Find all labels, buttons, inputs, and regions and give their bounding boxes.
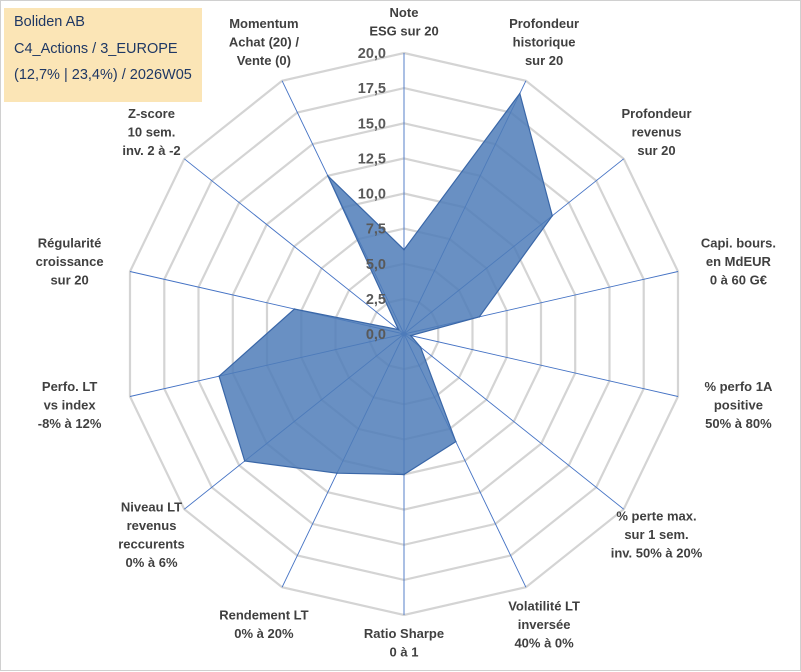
tick-label: 17,5	[358, 81, 386, 97]
axis-label-line: Rendement LT	[219, 608, 308, 623]
tick-label: 15,0	[358, 116, 386, 132]
axis-label-line: positive	[714, 398, 763, 413]
series-point	[419, 346, 422, 348]
tick-label: 20,0	[358, 46, 386, 62]
axis-label: Profondeur revenus sur 20	[621, 106, 691, 158]
axis-label-line: Achat (20) /	[229, 35, 299, 50]
series-point	[293, 308, 296, 310]
axis-label-line: 40% à 0%	[514, 635, 574, 650]
axis-label-line: Profondeur	[509, 16, 579, 31]
axis-label: Capi. bours. en MdEUR 0 à 60 G€	[701, 235, 776, 287]
axis-label-line: croissance	[36, 254, 104, 269]
axis-label-line: Vente (0)	[237, 53, 291, 68]
axis-label-line: en MdEUR	[706, 254, 772, 269]
tick-label: 0,0	[366, 327, 386, 343]
period-summary: (12,7% | 23,4%) / 2026W05	[14, 67, 192, 83]
axis-label: Volatilité LT inversée 40% à 0%	[508, 598, 580, 650]
axis-label-line: reccurents	[118, 536, 184, 551]
axis-label-line: Volatilité LT	[508, 598, 580, 613]
series-point	[403, 473, 405, 476]
axis-label: Perfo. LT vs index -8% à 12%	[38, 379, 102, 431]
axis-label-line: 0% à 20%	[234, 626, 294, 641]
axis-label: Niveau LT revenus reccurents 0% à 6%	[118, 499, 184, 570]
series-point	[403, 248, 405, 251]
series-point	[397, 328, 400, 331]
radar-series	[218, 92, 554, 476]
series-point	[410, 334, 412, 337]
axis-label-line: Niveau LT	[121, 499, 182, 514]
axis-label-line: revenus	[127, 518, 177, 533]
axis-label-line: -8% à 12%	[38, 416, 102, 431]
axis-label: Profondeur historique sur 20	[509, 16, 579, 68]
axis-label-line: Momentum	[229, 16, 298, 31]
axis-label: Momentum Achat (20) / Vente (0)	[229, 16, 299, 68]
axis-label-line: Régularité	[38, 235, 102, 250]
axis-label-line: sur 20	[525, 53, 563, 68]
axis-label-line: Ratio Sharpe	[364, 626, 444, 641]
radar-tick-labels: 0,0 2,5 5,0 7,5 10,0 12,5 15,0 17,5 20,0	[358, 46, 386, 343]
axis-label-line: Perfo. LT	[42, 379, 97, 394]
tick-label: 2,5	[366, 292, 386, 308]
axis-label-line: 10 sem.	[128, 124, 176, 139]
radar-spoke	[184, 158, 405, 335]
axis-label-line: sur 20	[50, 272, 88, 287]
axis-label-line: inv. 2 à -2	[122, 143, 180, 158]
axis-label: Note ESG sur 20	[369, 5, 438, 39]
axis-label-line: sur 1 sem.	[624, 527, 688, 542]
series-point	[336, 472, 338, 475]
axis-label: Régularité croissance sur 20	[36, 235, 104, 287]
axis-label-line: 0 à 1	[390, 645, 419, 660]
series-point	[519, 92, 521, 95]
tick-label: 7,5	[366, 222, 386, 238]
axis-label-line: Capi. bours.	[701, 235, 776, 250]
series-point	[327, 175, 329, 177]
axis-label: Ratio Sharpe 0 à 1	[364, 626, 444, 660]
axis-label-line: Note	[390, 5, 419, 20]
series-point	[478, 316, 481, 318]
axis-label-line: Z-score	[128, 106, 175, 121]
axis-label-line: inversée	[518, 617, 571, 632]
axis-label: Z-score 10 sem. inv. 2 à -2	[122, 106, 180, 158]
tick-label: 10,0	[358, 187, 386, 203]
category-path: C4_Actions / 3_EUROPE	[14, 41, 178, 57]
tick-label: 12,5	[358, 151, 386, 167]
series-point	[218, 375, 220, 378]
series-point	[243, 460, 246, 462]
chart-info-box: Boliden AB C4_Actions / 3_EUROPE (12,7% …	[4, 8, 202, 102]
series-point	[455, 440, 457, 443]
axis-label-line: % perfo 1A	[704, 379, 773, 394]
company-name: Boliden AB	[14, 14, 85, 30]
radar-spoke	[403, 333, 624, 510]
axis-label-line: historique	[513, 35, 576, 50]
axis-label-line: ESG sur 20	[369, 24, 438, 39]
axis-label-line: 50% à 80%	[705, 416, 772, 431]
axis-label-line: % perte max.	[616, 509, 696, 524]
axis-label-line: Profondeur	[621, 106, 691, 121]
axis-label-line: vs index	[44, 398, 97, 413]
axis-label-line: 0 à 60 G€	[710, 272, 767, 287]
axis-label-line: revenus	[632, 124, 682, 139]
axis-label-line: inv. 50% à 20%	[611, 546, 703, 561]
axis-label-line: 0% à 6%	[125, 555, 177, 570]
axis-label-line: sur 20	[637, 143, 675, 158]
radar-axis-labels: Note ESG sur 20 Profondeur historique sur 20…	[36, 5, 776, 660]
series-point	[551, 214, 554, 217]
tick-label: 5,0	[366, 257, 386, 273]
axis-label: % perfo 1A positive 50% à 80%	[704, 379, 773, 431]
axis-label: % perte max. sur 1 sem. inv. 50% à 20%	[611, 509, 703, 561]
radar-spoke	[403, 333, 679, 397]
axis-label: Rendement LT 0% à 20%	[219, 608, 308, 642]
